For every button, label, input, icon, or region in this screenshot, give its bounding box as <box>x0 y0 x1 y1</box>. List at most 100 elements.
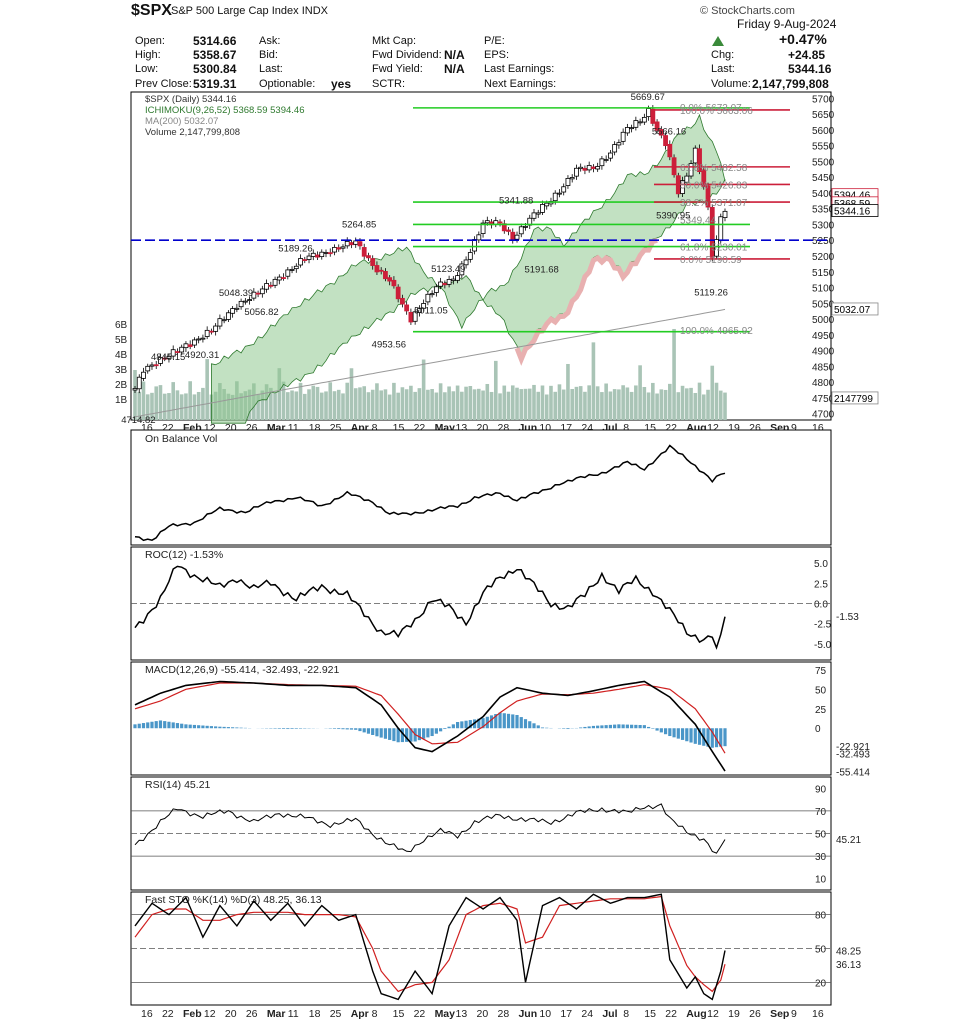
candle-body <box>209 330 214 333</box>
candle-body <box>637 121 643 124</box>
candle-body <box>709 206 715 258</box>
obv-line <box>134 444 726 542</box>
price-legend-entry: ICHIMOKU(9,26,52) 5368.59 5394.46 <box>145 105 304 116</box>
volume-bar <box>680 385 685 420</box>
candle-body <box>179 346 185 353</box>
fib-label: 5349.44 <box>680 216 717 227</box>
volume-bar <box>583 391 587 420</box>
volume-bar <box>693 392 698 420</box>
macd-histogram-bar <box>439 728 443 732</box>
macd-histogram-bar <box>651 728 655 729</box>
obv-panel <box>130 429 832 546</box>
candle-body <box>387 277 393 282</box>
candle-body <box>378 269 384 272</box>
candle-body <box>196 338 202 341</box>
up-arrow-icon <box>712 36 724 46</box>
volume-bar <box>553 391 558 420</box>
macd-histogram-bar <box>405 728 409 742</box>
candle-body <box>697 148 702 172</box>
volume-bar <box>451 391 456 420</box>
candle-body <box>658 129 664 136</box>
candle-body <box>523 226 528 228</box>
price-annotation: 5669.67 <box>631 92 665 103</box>
candle-body <box>688 163 694 177</box>
macd-histogram-bar <box>209 726 214 729</box>
macd-histogram-bar <box>540 727 545 729</box>
candle-body <box>565 178 571 186</box>
mktcap-label: Mkt Cap: <box>372 35 417 47</box>
obv-title: On Balance Vol <box>145 433 217 445</box>
fib-label: 61.8% 5482.58 <box>680 163 748 174</box>
volume-bar <box>549 385 553 420</box>
macd-histogram-bar <box>646 726 651 729</box>
sto-k-line <box>134 893 726 1001</box>
x-axis-label: 22 <box>162 422 174 434</box>
volume-bar <box>353 388 358 420</box>
macd-histogram-bar <box>171 722 175 729</box>
candle-body <box>629 127 635 130</box>
rsi-tick-label: 10 <box>815 875 827 886</box>
macd-histogram-bar <box>422 728 426 739</box>
volume-bar <box>676 392 681 420</box>
candle-body <box>221 319 227 322</box>
fib-label: 0.0% 5190.59 <box>680 255 742 266</box>
candle-body <box>544 202 550 207</box>
roc-tick-label: -2.5 <box>814 620 832 631</box>
volume-bar <box>171 382 176 420</box>
candle-body <box>238 300 244 308</box>
macd-histogram-bar <box>150 721 154 729</box>
volume-bar <box>290 390 294 420</box>
volume-bar <box>595 386 600 420</box>
price-tick-label: 5700 <box>812 94 835 105</box>
ma200-line <box>134 308 726 418</box>
macd-histogram-bar <box>277 728 281 729</box>
macd-histogram-bar <box>443 728 447 730</box>
volume-bar <box>689 387 693 420</box>
x-axis-label: 10 <box>539 422 551 434</box>
volume-bar <box>392 382 396 420</box>
volume-bar <box>400 387 405 420</box>
volume-bar <box>307 389 311 420</box>
macd-histogram-bar <box>197 725 201 729</box>
x-axis-label: 19 <box>728 422 740 434</box>
volume-bar <box>319 392 324 420</box>
price-tick-label: 5150 <box>812 268 835 279</box>
candle-body <box>692 147 698 164</box>
macd-histogram-bar <box>515 714 519 729</box>
x-axis-label: 13 <box>456 422 468 434</box>
x-axis-label: 17 <box>560 422 572 434</box>
x-axis-label: 19 <box>728 1008 740 1020</box>
open-label: Open: <box>135 35 165 47</box>
volume-bar <box>328 382 333 420</box>
candle-body <box>136 376 142 390</box>
candle-body <box>574 167 579 177</box>
high-label: High: <box>135 49 161 61</box>
macd-histogram-bar <box>723 728 727 747</box>
candle-body <box>332 246 337 253</box>
price-annotation: 5191.68 <box>524 265 558 276</box>
macd-histogram-bar <box>379 728 383 738</box>
macd-histogram-bar <box>502 713 506 729</box>
roc-value-label: -1.53 <box>836 612 859 623</box>
price-tick-label: 4850 <box>812 362 835 373</box>
macd-histogram-bar <box>137 723 141 729</box>
volume-bar <box>154 386 159 420</box>
x-axis-label: 16 <box>141 422 153 434</box>
volume-bar <box>651 382 655 420</box>
candle-body <box>620 131 626 142</box>
volume-bar <box>383 389 388 420</box>
candle-body <box>315 254 320 258</box>
candle-body <box>480 222 486 234</box>
candle-body <box>366 255 371 259</box>
candle-body <box>654 121 660 131</box>
candle-body <box>663 135 668 147</box>
candle-body <box>701 169 707 187</box>
volume-bar <box>455 385 460 420</box>
candle-body <box>374 265 380 273</box>
volume-bar <box>404 389 409 420</box>
candle-body <box>540 204 545 213</box>
candle-body <box>145 365 151 372</box>
volume-bar <box>697 382 702 420</box>
volume-bar <box>358 387 362 420</box>
candle-body <box>586 165 592 171</box>
